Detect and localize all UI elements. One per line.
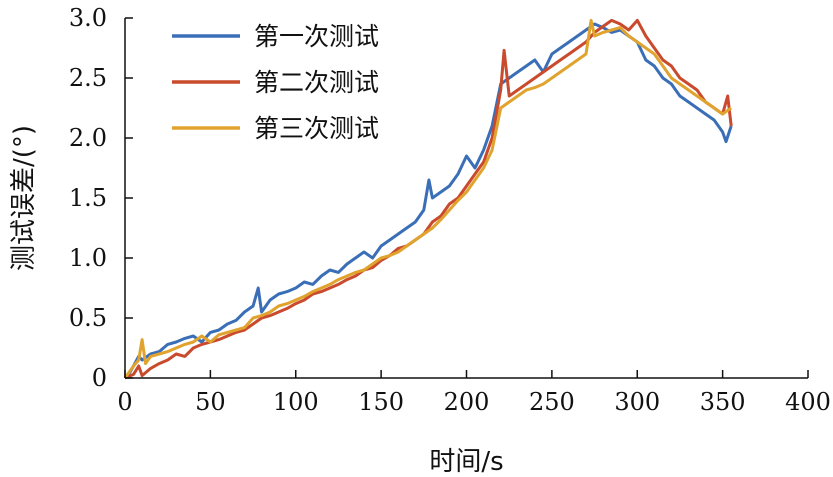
y-axis-title: 测试误差/(°) (9, 125, 39, 271)
legend-label-1: 第一次测试 (254, 22, 379, 51)
legend-label-2: 第二次测试 (254, 68, 379, 97)
y-tick-label: 1.5 (69, 184, 107, 212)
x-tick-label: 400 (785, 388, 831, 416)
y-tick-label: 0 (92, 364, 107, 392)
x-tick-label: 300 (614, 388, 660, 416)
y-tick-label: 1.0 (69, 244, 107, 272)
y-tick-label: 2.5 (69, 64, 107, 92)
y-tick-label: 0.5 (69, 304, 107, 332)
series-lines (123, 18, 733, 380)
x-axis-title: 时间/s (429, 447, 503, 477)
series-line-3 (123, 18, 733, 379)
x-tick-label: 150 (358, 388, 404, 416)
x-tick-label: 50 (195, 388, 226, 416)
legend-label-3: 第三次测试 (254, 114, 379, 143)
x-tick-label: 200 (444, 388, 490, 416)
y-tick-label: 3.0 (69, 4, 107, 32)
x-tick-label: 350 (700, 388, 746, 416)
ticks: 0 50 100 150 200 250 300 350 400 0 0.5 1.0 1.5 2.0 2.5… (69, 4, 831, 416)
series-line-1 (123, 22, 733, 379)
x-tick-label: 250 (529, 388, 575, 416)
x-tick-label: 100 (273, 388, 319, 416)
x-tick-label: 0 (117, 388, 132, 416)
series-line-2 (124, 18, 733, 380)
y-tick-label: 2.0 (69, 124, 107, 152)
